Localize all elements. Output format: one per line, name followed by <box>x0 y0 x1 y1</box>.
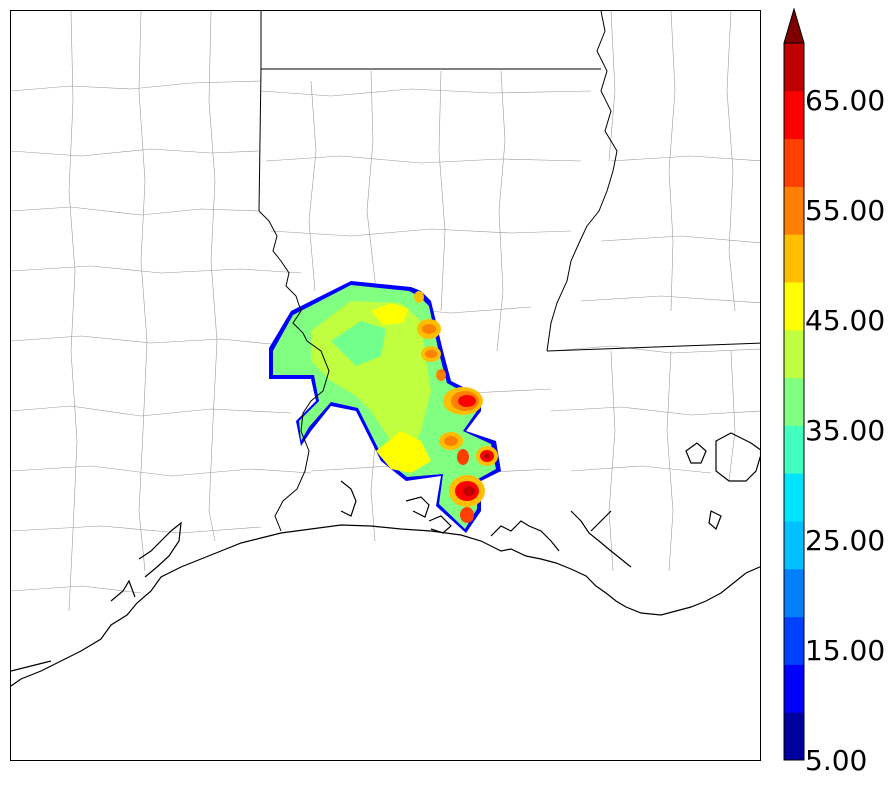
map-canvas <box>11 11 760 687</box>
colorbar-tick-label: 15.00 <box>805 634 886 667</box>
colorbar-band <box>784 90 804 140</box>
colorbar-band <box>784 473 804 522</box>
reflectivity-area-35b <box>331 321 386 366</box>
colorbar-band <box>784 138 804 187</box>
coastline <box>11 432 760 687</box>
cell-55-a <box>422 324 436 334</box>
colorbar-tick-label: 5.00 <box>805 744 868 777</box>
cell-55-b <box>425 350 437 358</box>
colorbar-band <box>784 664 804 713</box>
cell-60-c <box>458 395 476 407</box>
colorbar-band <box>784 568 804 618</box>
colorbar-band <box>784 425 804 474</box>
cell-55-d <box>444 436 458 446</box>
colorbar-tick-label: 35.00 <box>805 414 886 447</box>
colorbar-band <box>784 282 804 331</box>
colorbar-extend-arrow <box>783 8 805 44</box>
colorbar-band <box>784 186 804 235</box>
colorbar-band <box>784 521 804 570</box>
reflectivity-field <box>269 281 501 533</box>
map-panel <box>10 10 761 761</box>
colorbar-gradient <box>783 8 805 761</box>
cell-55-e <box>457 449 469 465</box>
colorbar-tick-label: 25.00 <box>805 524 886 557</box>
colorbar-tick-label: 55.00 <box>805 194 886 227</box>
colorbar-bands <box>784 43 804 761</box>
colorbar-band <box>784 329 804 379</box>
colorbar-band <box>784 712 804 761</box>
cell-65-f <box>484 453 490 459</box>
colorbar-band <box>784 616 804 665</box>
reflectivity-area-45 <box>376 431 431 473</box>
cell-50-i <box>414 291 424 303</box>
colorbar-band <box>784 234 804 283</box>
cell-65-g <box>463 486 475 496</box>
colorbar-band <box>784 43 804 92</box>
cell-55-j <box>436 369 446 381</box>
state-boundaries <box>258 11 760 532</box>
colorbar-band <box>784 377 804 426</box>
colorbar-border <box>783 42 805 761</box>
colorbar: 65.00 55.00 45.00 35.00 25.00 15.00 5.00 <box>783 8 894 785</box>
colorbar-tick-label: 65.00 <box>805 84 886 117</box>
cell-55-h <box>460 507 474 523</box>
colorbar-tick-label: 45.00 <box>805 304 886 337</box>
reflectivity-area-45b <box>371 303 409 325</box>
